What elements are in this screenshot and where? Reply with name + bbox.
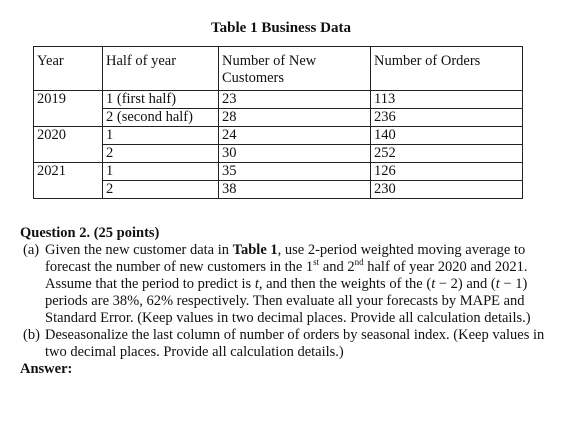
- business-data-table: Year Half of year Number of New Customer…: [33, 46, 523, 199]
- cell-half: 2: [102, 144, 219, 163]
- table-row: 2020 1 24 140: [33, 126, 523, 145]
- question-part-a: (a) Given the new customer data in Table…: [20, 242, 550, 327]
- cell-customers: 30: [218, 144, 371, 163]
- cell-half: 2 (second half): [102, 108, 219, 127]
- cell-orders: 230: [370, 180, 523, 199]
- cell-orders: 140: [370, 126, 523, 145]
- table-row: 2 30 252: [33, 144, 523, 163]
- cell-half: 1 (first half): [102, 90, 219, 109]
- part-b-tag: (b): [23, 327, 40, 343]
- part-a-text-1: Given the new customer data in: [45, 242, 233, 258]
- question-part-b: (b) Deseasonalize the last column of num…: [20, 327, 550, 361]
- superscript-nd: nd: [354, 257, 364, 268]
- table-header-row: Year Half of year Number of New Customer…: [33, 46, 523, 91]
- part-a-text-2: , use 2-period weighted moving average t…: [45, 242, 526, 275]
- cell-year: [33, 108, 103, 127]
- cell-half: 1: [102, 162, 219, 181]
- table-row: 2021 1 35 126: [33, 162, 523, 181]
- cell-orders: 236: [370, 108, 523, 127]
- header-orders: Number of Orders: [370, 46, 523, 91]
- variable-t: t: [254, 276, 259, 292]
- cell-year: 2020: [33, 126, 103, 145]
- table-row: 2 (second half) 28 236: [33, 108, 523, 127]
- question-heading: Question 2. (25 points): [20, 225, 160, 241]
- cell-half: 2: [102, 180, 219, 199]
- part-a-text-6: − 2) and (: [435, 276, 496, 292]
- table-title: Table 1 Business Data: [211, 20, 351, 36]
- part-b-text: Deseasonalize the last column of number …: [45, 327, 545, 360]
- part-a-text-4: half of year 2020 and 2021. Assume that …: [45, 259, 528, 292]
- cell-year: 2019: [33, 90, 103, 109]
- superscript-st: st: [313, 257, 320, 268]
- cell-year: [33, 180, 103, 199]
- cell-customers: 24: [218, 126, 371, 145]
- table-reference: Table 1: [232, 242, 278, 258]
- cell-customers: 23: [218, 90, 371, 109]
- header-half: Half of year: [102, 46, 219, 91]
- part-a-text-3: and 2: [319, 259, 355, 275]
- part-a-text-7: − 1) periods are 38%, 62% respectively. …: [45, 276, 531, 326]
- table-row: 2 38 230: [33, 180, 523, 199]
- cell-customers: 28: [218, 108, 371, 127]
- cell-year: [33, 144, 103, 163]
- header-customers: Number of New Customers: [218, 46, 371, 91]
- table-row: 2019 1 (first half) 23 113: [33, 90, 523, 109]
- cell-year: 2021: [33, 162, 103, 181]
- part-a-text: Given the new customer data in Table 1, …: [45, 242, 531, 326]
- cell-half: 1: [102, 126, 219, 145]
- header-year: Year: [33, 46, 103, 91]
- cell-orders: 252: [370, 144, 523, 163]
- part-a-tag: (a): [23, 242, 40, 258]
- part-a-text-5: , and then the weights of the (: [258, 276, 432, 292]
- variable-t: t: [431, 276, 436, 292]
- variable-t: t: [495, 276, 500, 292]
- cell-customers: 35: [218, 162, 371, 181]
- answer-label: Answer:: [20, 361, 73, 377]
- cell-orders: 113: [370, 90, 523, 109]
- cell-customers: 38: [218, 180, 371, 199]
- cell-orders: 126: [370, 162, 523, 181]
- question-block: Question 2. (25 points) (a) Given the ne…: [20, 225, 550, 378]
